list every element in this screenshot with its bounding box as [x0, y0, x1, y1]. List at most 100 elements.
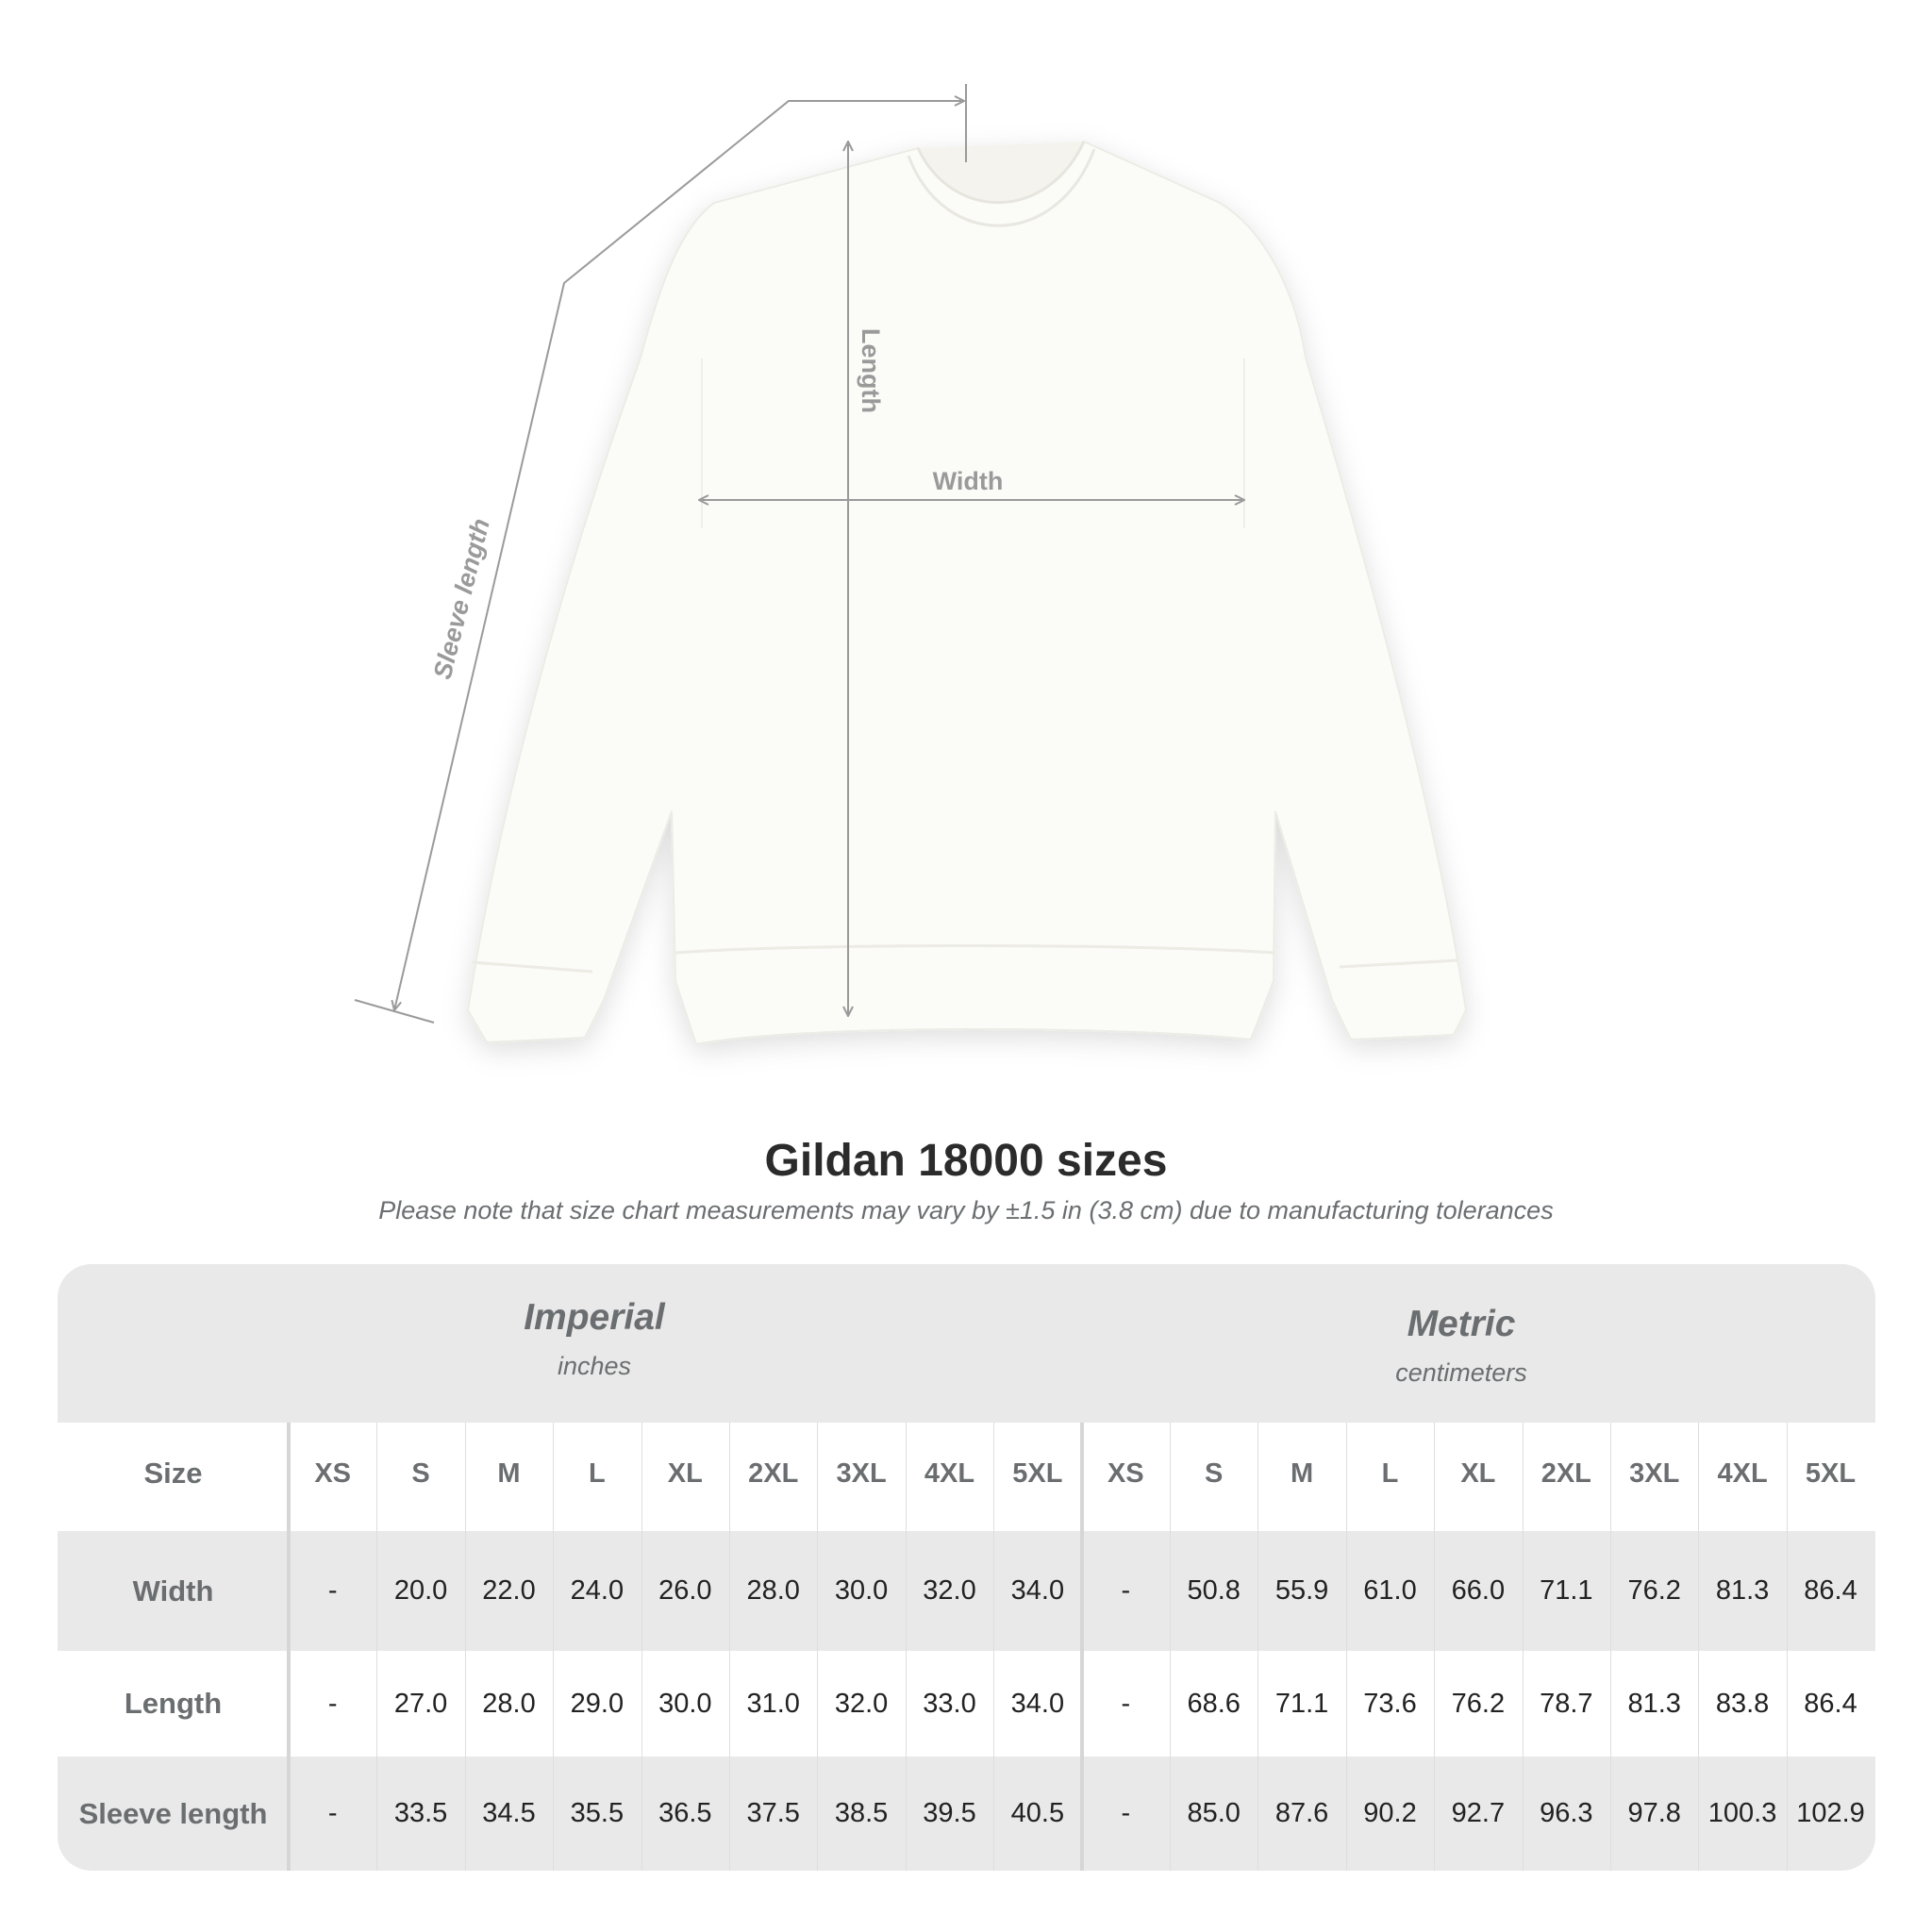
table-cell: 33.5	[393, 1798, 448, 1828]
size-column-header: 3XL	[1629, 1458, 1680, 1489]
size-column-header: L	[1381, 1458, 1399, 1489]
table-cell: 90.2	[1363, 1798, 1417, 1828]
metric-header: Metric centimeters	[1178, 1304, 1744, 1388]
size-chart-table: Imperial inches Metric centimeters Size X…	[58, 1264, 1875, 1871]
row-band-sleeve	[58, 1757, 1875, 1871]
sweatshirt-diagram: Length Width Sleeve length	[354, 84, 1468, 1046]
column-divider	[464, 1423, 466, 1871]
page-title: Gildan 18000 sizes	[764, 1136, 1168, 1186]
size-column-header: L	[589, 1458, 606, 1489]
column-divider	[1079, 1423, 1084, 1871]
sleeve-measure-line	[394, 101, 964, 1010]
size-column-header: M	[1291, 1458, 1314, 1489]
column-divider	[729, 1423, 730, 1871]
row-label: Sleeve length	[78, 1796, 268, 1830]
column-divider	[1170, 1423, 1171, 1871]
size-column-header: 5XL	[1012, 1458, 1063, 1489]
table-cell: 35.5	[570, 1798, 625, 1828]
metric-unit: centimeters	[1395, 1358, 1527, 1387]
table-cell: 71.1	[1274, 1688, 1329, 1719]
size-column-header: 3XL	[836, 1458, 887, 1489]
column-divider	[1786, 1423, 1788, 1871]
table-cell: 83.8	[1715, 1688, 1770, 1719]
column-divider	[1257, 1423, 1259, 1871]
table-cell: 61.0	[1363, 1575, 1417, 1606]
row-label: Length	[124, 1687, 223, 1720]
size-column-header: XS	[1107, 1458, 1144, 1489]
column-divider	[1434, 1423, 1436, 1871]
table-cell: 27.0	[393, 1688, 448, 1719]
table-cell: 32.0	[923, 1575, 976, 1606]
table-cell: 32.0	[834, 1688, 889, 1719]
table-cell: 38.5	[834, 1798, 889, 1828]
size-column-header: XL	[667, 1458, 703, 1489]
imperial-title: Imperial	[524, 1297, 665, 1338]
table-cell: 28.0	[482, 1688, 536, 1719]
table-cell: 50.8	[1187, 1575, 1241, 1606]
table-cell: 100.3	[1707, 1798, 1777, 1828]
column-divider	[1522, 1423, 1524, 1871]
table-cell: 20.0	[393, 1575, 448, 1606]
table-cell: 34.5	[482, 1798, 536, 1828]
column-divider	[287, 1423, 291, 1871]
table-cell: 22.0	[482, 1575, 536, 1606]
width-label: Width	[933, 467, 1004, 495]
size-column-header: 2XL	[1541, 1458, 1591, 1489]
size-column-header: S	[1205, 1458, 1224, 1489]
column-divider	[1698, 1423, 1700, 1871]
table-cell: -	[327, 1575, 338, 1606]
table-cell: 97.8	[1627, 1798, 1681, 1828]
column-divider	[641, 1423, 642, 1871]
table-cell: 24.0	[570, 1575, 625, 1606]
table-cell: 26.0	[658, 1575, 712, 1606]
table-cell: 40.5	[1010, 1798, 1065, 1828]
metric-title: Metric	[1407, 1304, 1516, 1344]
size-column-header: XS	[314, 1458, 352, 1489]
row-label: Width	[132, 1574, 214, 1607]
table-cell: 86.4	[1804, 1575, 1857, 1606]
sleeve-bottom-tick	[354, 999, 435, 1024]
length-label: Length	[857, 328, 885, 413]
imperial-header: Imperial inches	[311, 1297, 877, 1381]
table-cell: 55.9	[1274, 1575, 1329, 1606]
table-cell: -	[1121, 1688, 1131, 1719]
tolerance-note: Please note that size chart measurements…	[378, 1196, 1554, 1224]
column-divider	[1345, 1423, 1347, 1871]
row-band-width	[58, 1531, 1875, 1651]
table-cell: 92.7	[1451, 1798, 1506, 1828]
table-cell: 73.6	[1363, 1688, 1417, 1719]
table-cell: 37.5	[746, 1798, 800, 1828]
table-cell: 78.7	[1540, 1688, 1593, 1719]
table-cell: 96.3	[1540, 1798, 1593, 1828]
table-cell: 86.4	[1804, 1688, 1857, 1719]
size-column-header: 4XL	[1717, 1458, 1768, 1489]
table-cell: 31.0	[746, 1688, 800, 1719]
table-cell: 29.0	[570, 1688, 625, 1719]
size-column-header: 2XL	[748, 1458, 799, 1489]
imperial-unit: inches	[557, 1352, 632, 1380]
table-cell: 87.6	[1274, 1798, 1329, 1828]
measure-lines	[354, 84, 1244, 1024]
size-column-header: M	[497, 1458, 521, 1489]
sweatshirt-image	[466, 140, 1468, 1046]
size-column-header: S	[411, 1458, 430, 1489]
size-column-header: 4XL	[924, 1458, 975, 1489]
size-header-label: Size	[143, 1456, 203, 1490]
table-cell: -	[1121, 1575, 1131, 1606]
table-cell: 66.0	[1451, 1575, 1506, 1606]
table-cell: 34.0	[1010, 1688, 1065, 1719]
table-cell: 30.0	[834, 1575, 889, 1606]
table-cell: 81.3	[1627, 1688, 1681, 1719]
column-divider	[817, 1423, 819, 1871]
column-divider	[376, 1423, 378, 1871]
size-column-header: XL	[1460, 1458, 1496, 1489]
table-cell: 39.5	[923, 1798, 976, 1828]
table-cell: 34.0	[1010, 1575, 1065, 1606]
table-cell: 33.0	[923, 1688, 976, 1719]
sleeve-length-label: Sleeve length	[428, 516, 495, 682]
table-cell: 28.0	[746, 1575, 800, 1606]
column-divider	[905, 1423, 907, 1871]
table-cell: 68.6	[1187, 1688, 1241, 1719]
column-divider	[993, 1423, 995, 1871]
column-divider	[553, 1423, 555, 1871]
